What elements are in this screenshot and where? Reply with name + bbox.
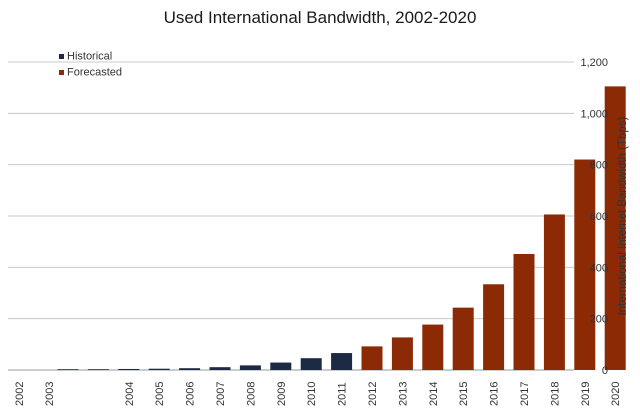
bar-2010 xyxy=(300,358,322,370)
y-tick-label: 400 xyxy=(590,262,608,274)
y-tick-label: 800 xyxy=(590,160,608,172)
x-tick-label: 2020 xyxy=(610,382,622,406)
bar-2009 xyxy=(270,362,292,370)
bar-2002 xyxy=(57,369,79,370)
x-tick-labels: 2002 2003 2004 2005 2006 2007 2008 2009 2010 2011… xyxy=(14,382,622,406)
bar-2004 xyxy=(118,368,140,370)
bar-2015 xyxy=(452,307,474,370)
y-tick-label: 1,000 xyxy=(580,108,608,120)
legend-swatch-forecasted xyxy=(59,70,64,75)
x-tick-label: 2012 xyxy=(367,382,379,406)
x-tick-label: 2016 xyxy=(489,382,501,406)
x-tick-label: 2017 xyxy=(519,382,531,406)
x-tick-label: 2011 xyxy=(337,382,349,406)
bar-2007 xyxy=(209,367,231,370)
bar-2003 xyxy=(87,369,109,370)
bar-2008 xyxy=(239,365,261,370)
bar-2013 xyxy=(391,337,413,370)
y-tick-label: 600 xyxy=(590,211,608,223)
x-tick-label: 2003 xyxy=(44,382,56,406)
chart-title: Used International Bandwidth, 2002-2020 xyxy=(163,8,477,27)
y-axis-title: International Internet Bandwidth (Tbps) xyxy=(617,116,629,315)
bar-2016 xyxy=(483,284,505,370)
x-tick-label: 2007 xyxy=(215,382,227,406)
y-tick-label: 200 xyxy=(590,314,608,326)
legend-label-forecasted: Forecasted xyxy=(67,67,122,79)
x-tick-label: 2006 xyxy=(185,382,197,406)
x-tick-label: 2004 xyxy=(124,382,136,406)
y-tick-label: 1,200 xyxy=(580,57,608,69)
bar-2006 xyxy=(179,368,201,370)
y-tick-label: 0 xyxy=(602,365,608,377)
bar-2005 xyxy=(148,368,170,370)
bar-2019 xyxy=(574,159,596,370)
x-tick-label: 2014 xyxy=(428,382,440,406)
x-tick-label: 2010 xyxy=(306,382,318,406)
bar-2011 xyxy=(331,353,353,370)
legend-label-historical: Historical xyxy=(67,51,112,63)
bar-2014 xyxy=(422,324,444,370)
x-tick-label: 2009 xyxy=(276,382,288,406)
y-tick-labels: 0 200 400 600 800 1,000 1,200 xyxy=(580,57,608,377)
x-tick-label: 2005 xyxy=(154,382,166,406)
bar-2017 xyxy=(513,253,535,370)
x-tick-label: 2018 xyxy=(549,382,561,406)
x-tick-label: 2019 xyxy=(580,382,592,406)
bar-2020 xyxy=(604,86,626,370)
x-tick-label: 2008 xyxy=(245,382,257,406)
x-tick-label: 2013 xyxy=(397,382,409,406)
legend: Historical Forecasted xyxy=(59,51,122,79)
x-tick-label: 2015 xyxy=(458,382,470,406)
bars xyxy=(57,86,626,370)
bar-2012 xyxy=(361,346,383,370)
legend-swatch-historical xyxy=(59,54,64,59)
x-tick-label: 2002 xyxy=(14,382,26,406)
bar-2018 xyxy=(543,214,565,370)
